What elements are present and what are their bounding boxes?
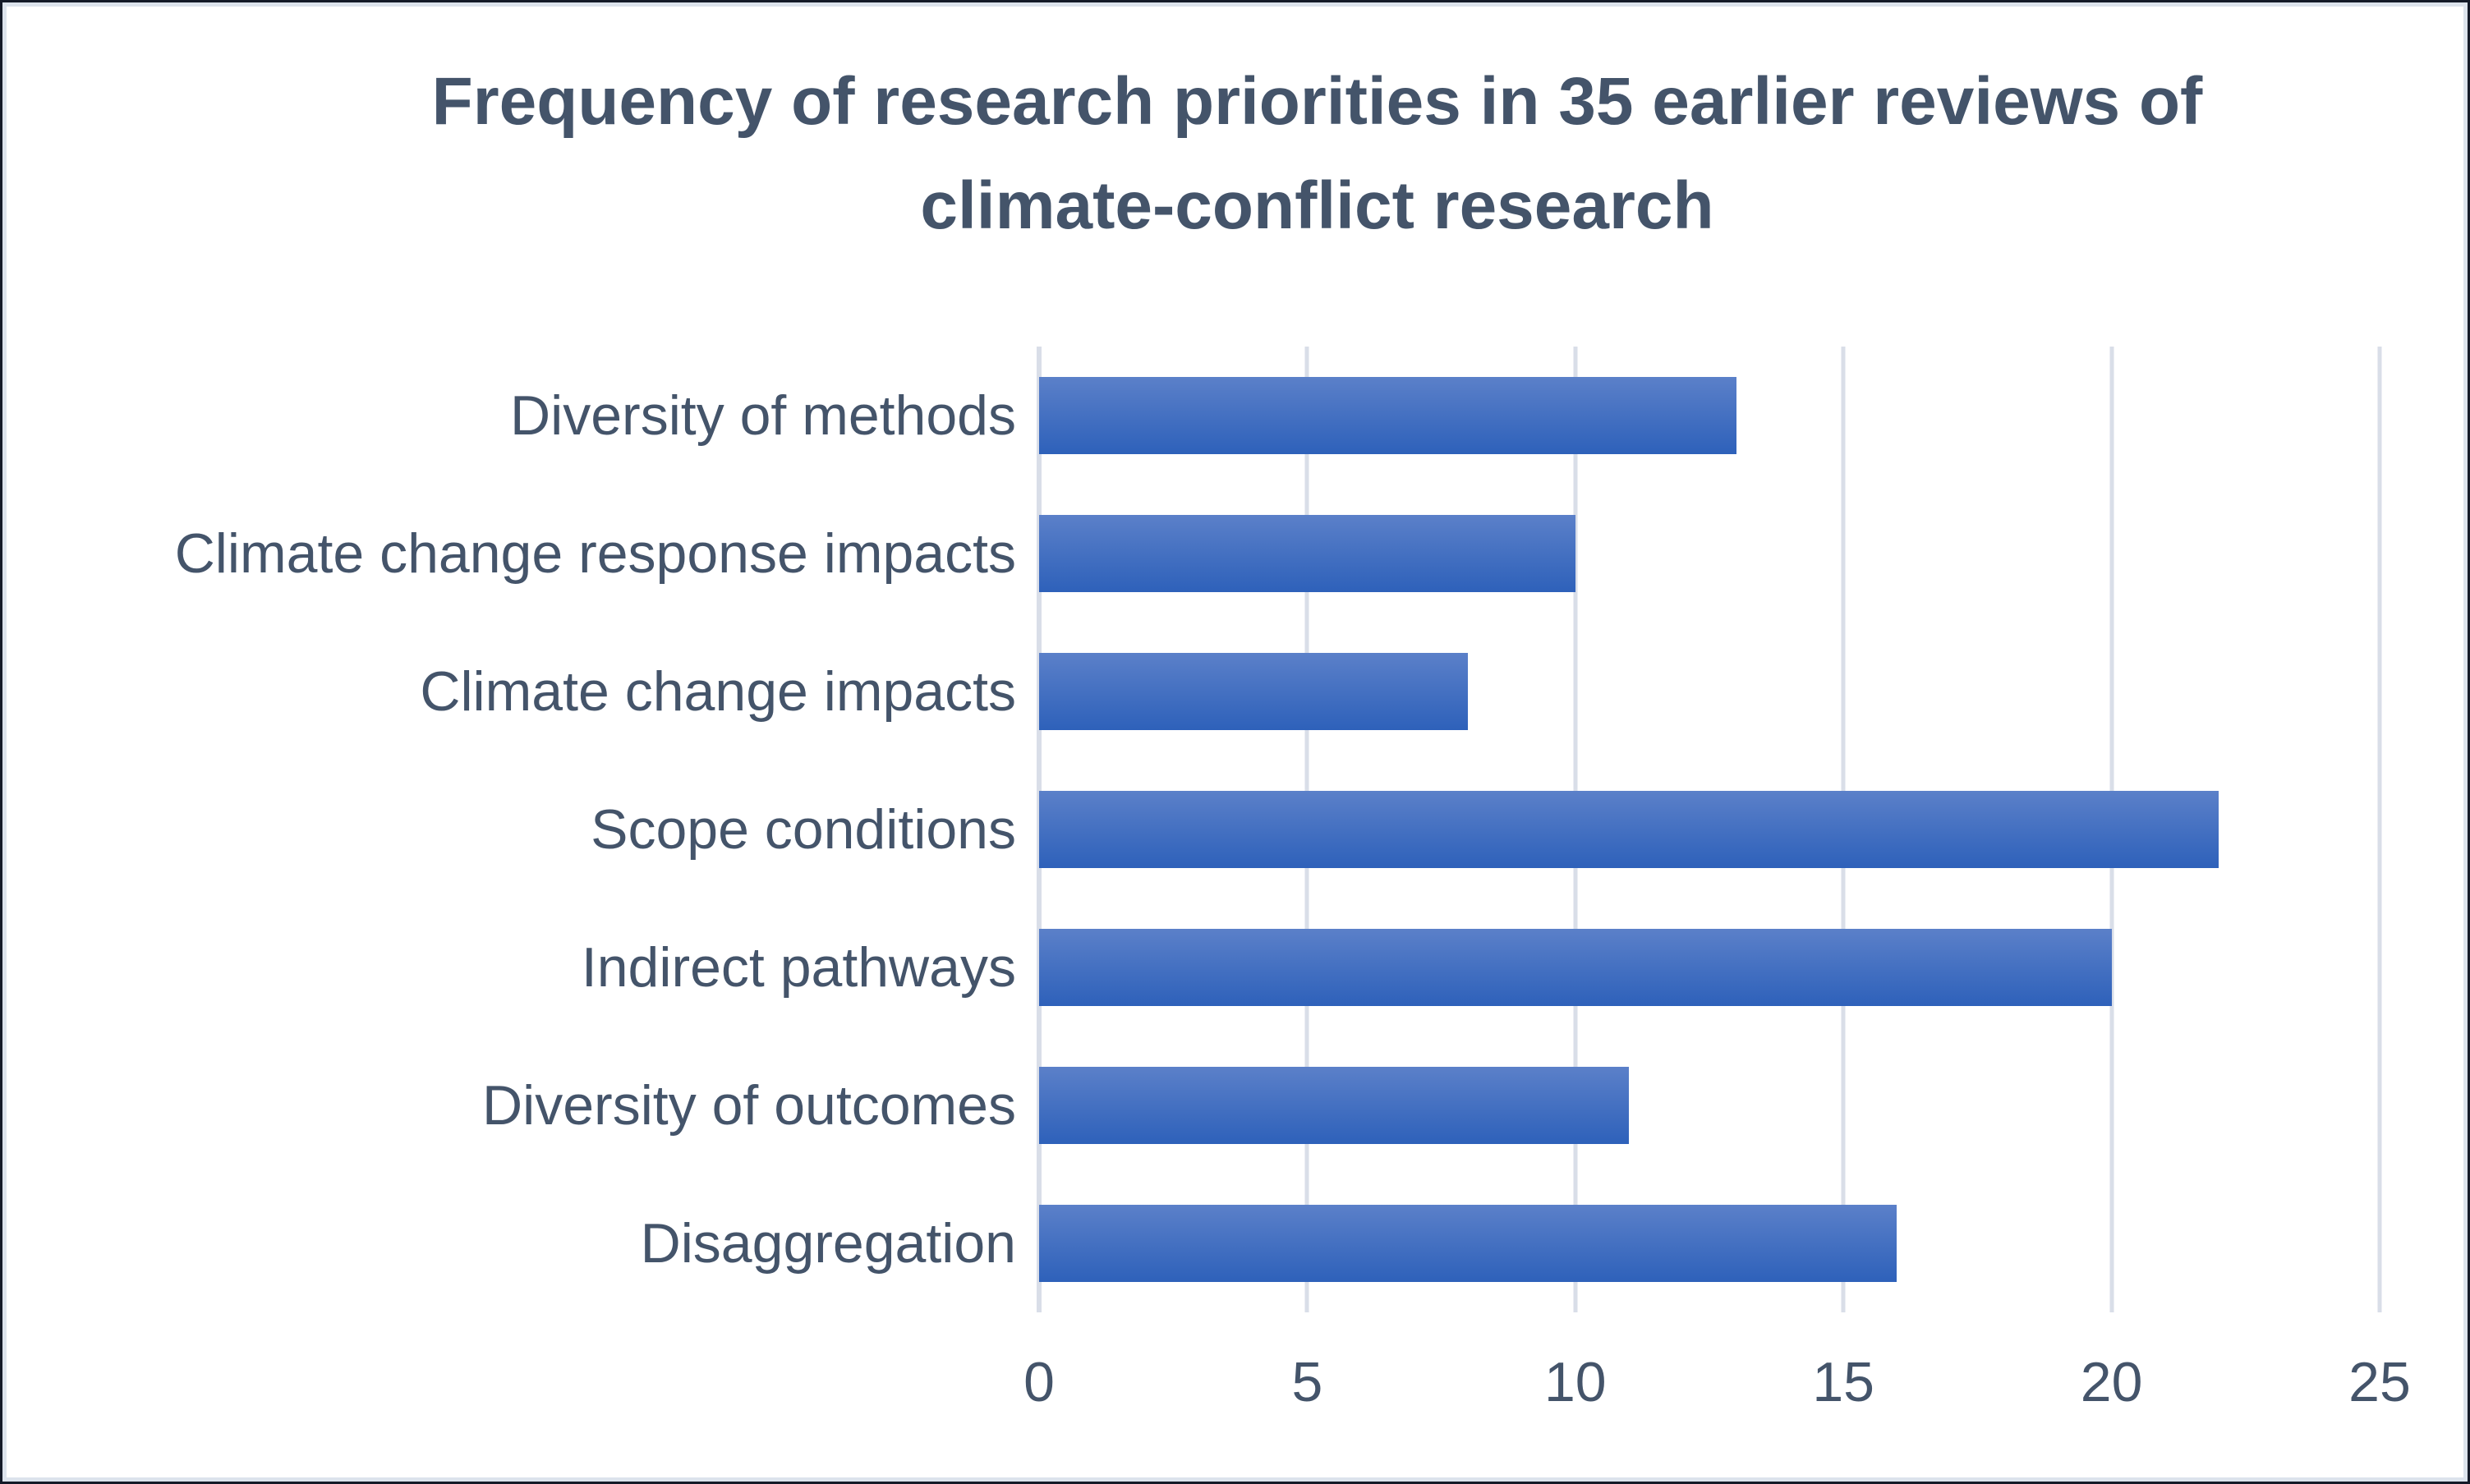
x-tick-label-25: 25	[2348, 1351, 2411, 1413]
category-label: Climate change response impacts	[174, 522, 1016, 585]
x-tick-label-20: 20	[2080, 1351, 2143, 1413]
x-axis: 0 5 10 15 20 25	[1023, 1327, 2411, 1434]
bar-row	[1039, 623, 2380, 760]
category-label: Disaggregation	[640, 1212, 1016, 1275]
category-label: Diversity of outcomes	[482, 1074, 1016, 1137]
category-label: Indirect pathways	[581, 936, 1016, 999]
category-label: Scope conditions	[591, 798, 1016, 861]
bar-indirect-pathways	[1039, 929, 2112, 1006]
x-tick-label-15: 15	[1812, 1351, 1875, 1413]
bar-disaggregation	[1039, 1205, 1897, 1282]
bar-row	[1039, 1174, 2380, 1312]
bar-diversity-of-outcomes	[1039, 1067, 1630, 1144]
x-tick-label-10: 10	[1543, 1351, 1607, 1413]
bar-row	[1039, 760, 2380, 898]
chart-title-line-2: climate-conflict research	[920, 168, 1714, 243]
bar-row	[1039, 347, 2380, 485]
bar-rows	[1039, 347, 2380, 1312]
bar-climate-change-response-impacts	[1039, 515, 1575, 592]
gridline-25	[2377, 347, 2382, 1312]
bar-row	[1039, 1036, 2380, 1174]
x-tick-label-0: 0	[1023, 1351, 1055, 1413]
bar-climate-change-impacts	[1039, 653, 1469, 730]
bar-row	[1039, 898, 2380, 1036]
chart-title-line-1: Frequency of research priorities in 35 e…	[431, 64, 2203, 139]
plot-area	[1037, 347, 2382, 1312]
x-tick-label-5: 5	[1291, 1351, 1323, 1413]
category-axis: Diversity of methods Climate change respo…	[7, 347, 1039, 1312]
category-label: Climate change impacts	[420, 660, 1016, 723]
chart-region: Diversity of methods Climate change respo…	[7, 347, 2463, 1434]
bar-scope-conditions	[1039, 791, 2219, 868]
bar-row	[1039, 485, 2380, 623]
bar-diversity-of-methods	[1039, 377, 1736, 454]
chart-title: Frequency of research priorities in 35 e…	[7, 49, 2463, 258]
category-label: Diversity of methods	[510, 384, 1016, 447]
plot-column: 0 5 10 15 20 25	[1023, 347, 2411, 1434]
